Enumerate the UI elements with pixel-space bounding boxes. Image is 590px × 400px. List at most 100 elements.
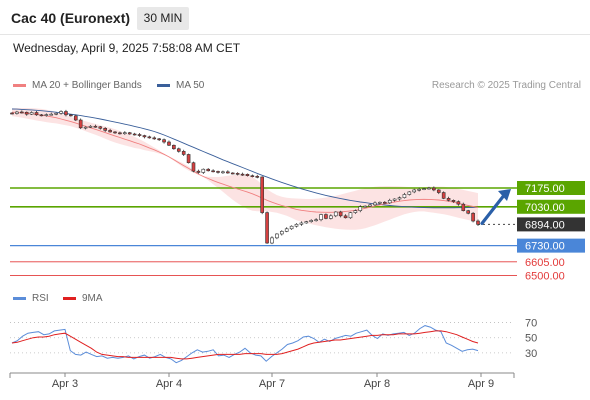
candle-body (270, 237, 274, 244)
candle-body (358, 206, 363, 211)
candle-body (235, 173, 240, 175)
candle-body (319, 214, 323, 221)
legend-rsi: RSI (13, 293, 49, 304)
candle (422, 187, 426, 191)
timeframe-badge[interactable]: 30 MIN (137, 7, 189, 30)
ma9-label: 9MA (82, 293, 103, 304)
level-label-text: 6730.00 (525, 241, 565, 253)
rsi-line (11, 325, 479, 364)
candle-body (54, 112, 58, 115)
candle-body (397, 197, 402, 200)
candle-body (44, 114, 49, 116)
candle-body (304, 221, 309, 224)
candle (412, 188, 417, 194)
candle-body (412, 189, 417, 193)
candle-body (275, 233, 279, 239)
candle-body (113, 131, 117, 134)
candle (147, 135, 152, 139)
level-label-text: 6605.00 (525, 257, 565, 269)
level-label-text: 6500.00 (525, 270, 565, 282)
candle-body (172, 144, 176, 150)
candle-body (123, 132, 127, 135)
candle (49, 112, 54, 116)
candle-body (368, 204, 372, 207)
candle-body (88, 125, 93, 128)
candle (44, 113, 49, 117)
candle-body (15, 111, 19, 114)
candle (113, 131, 117, 134)
candle-body (265, 212, 269, 244)
candle (461, 202, 466, 212)
candle (108, 128, 112, 133)
candle (235, 172, 240, 176)
candle-body (142, 135, 147, 138)
level-label-6730-00: 6730.00 (517, 238, 585, 253)
level-label-6894-00: 6894.00 (517, 217, 585, 232)
ma9-swatch (63, 296, 76, 300)
rsi-tick-label: 50 (525, 333, 537, 345)
candle-body (422, 188, 426, 190)
candle-body (417, 188, 421, 191)
candle-body (284, 228, 289, 232)
candle (191, 161, 196, 173)
candle-body (324, 214, 328, 219)
candle (466, 209, 470, 215)
candle-body (427, 187, 431, 190)
candle (20, 110, 24, 114)
candle-body (329, 215, 333, 219)
candle (319, 213, 323, 222)
rsi-swatch (13, 296, 26, 300)
candle-body (279, 231, 284, 235)
candle-body (29, 112, 34, 115)
candle (250, 174, 255, 178)
candle (441, 191, 446, 200)
candle (279, 230, 284, 236)
level-label-6500-00: 6500.00 (525, 270, 565, 282)
candle-body (456, 201, 461, 205)
candle (427, 186, 431, 190)
candle (402, 192, 407, 199)
candle (240, 172, 245, 176)
candle-body (211, 170, 215, 173)
candle-body (338, 211, 343, 217)
instrument-title: Cac 40 (Euronext) (11, 10, 131, 26)
candle-body (34, 112, 39, 116)
x-tick-label: Apr 8 (364, 378, 390, 390)
legend-ma20: MA 20 + Bollinger Bands (13, 80, 142, 91)
rsi-label: RSI (32, 293, 49, 304)
candle-body (240, 173, 245, 176)
candle-body (83, 126, 88, 129)
candle (245, 173, 250, 177)
candle-body (147, 136, 152, 139)
candle (324, 213, 328, 220)
candle (29, 111, 34, 115)
candle-body (132, 133, 137, 136)
candle-body (373, 202, 377, 206)
candle (118, 131, 122, 135)
candle-body (39, 114, 44, 117)
candle (436, 189, 441, 195)
candle-body (186, 154, 191, 164)
candle-body (299, 222, 304, 225)
candle (142, 134, 147, 139)
candle (284, 227, 289, 233)
candle-body (289, 225, 294, 230)
candle (397, 196, 402, 201)
candle-body (348, 212, 353, 219)
candle (265, 211, 269, 244)
candle-body (226, 171, 230, 174)
candle-body (181, 151, 186, 155)
candle-body (436, 189, 441, 193)
candle (196, 169, 201, 174)
candle (186, 153, 191, 164)
candle-body (378, 201, 382, 204)
candle (78, 118, 83, 130)
candle (378, 201, 382, 205)
candle (59, 110, 63, 115)
candle-body (441, 192, 446, 199)
candle-body (191, 162, 196, 172)
candle (15, 110, 19, 115)
candle (226, 170, 230, 174)
candle-body (103, 128, 108, 131)
